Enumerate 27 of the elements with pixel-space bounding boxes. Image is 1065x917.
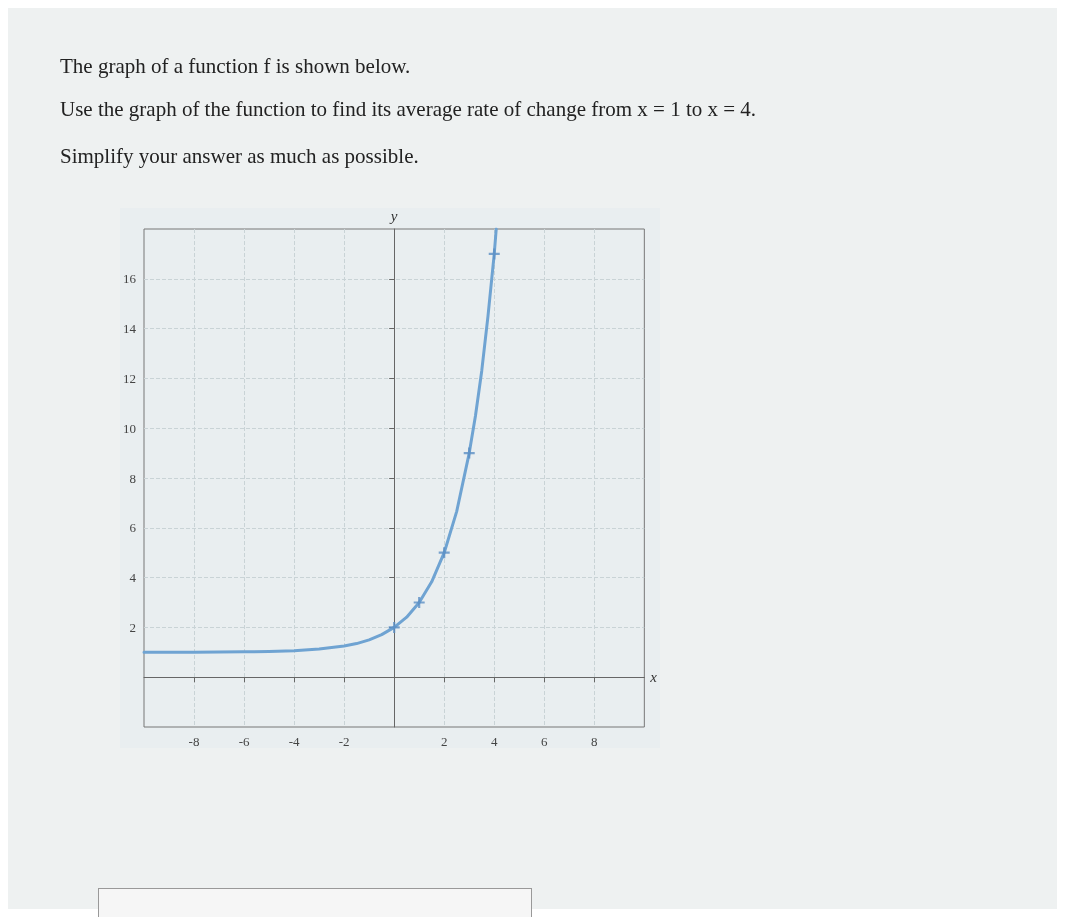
- point: [463, 447, 475, 459]
- x-tick-label: -6: [238, 734, 250, 749]
- chart-title: The graph of a function f is shown below.: [60, 54, 412, 79]
- text: Use the graph of the function to find its average rate of change from x = 1 to x = 4.: [60, 97, 758, 122]
- y-tick-label: 2: [129, 619, 136, 635]
- x-tick-label: 4: [490, 734, 498, 749]
- y-tick-label: 6: [129, 520, 137, 536]
- y-tick-label: 8: [129, 470, 136, 486]
- x-tick-label: 2: [440, 734, 448, 749]
- point: [438, 547, 450, 559]
- x-tick-label: -2: [338, 734, 350, 749]
- y-axis-title: y: [388, 207, 398, 224]
- y-tick-label: 16: [123, 271, 137, 287]
- text: Simplify your answer as much as possible.: [60, 144, 420, 169]
- x-tick-label: 8: [591, 734, 598, 749]
- y-tick-label: 12: [123, 370, 136, 386]
- x-tick-label: -8: [188, 734, 200, 749]
- y-tick-label: 14: [123, 321, 137, 337]
- y-tick-label: 10: [123, 420, 136, 436]
- point: [488, 248, 500, 260]
- line-series: [142, 227, 498, 654]
- point: [388, 621, 400, 633]
- point: [413, 597, 425, 608]
- x-tick-label: -4: [288, 734, 301, 749]
- x-tick-label: 6: [541, 734, 549, 749]
- x-axis-title: x: [649, 669, 658, 686]
- y-tick-label: 4: [129, 570, 137, 586]
